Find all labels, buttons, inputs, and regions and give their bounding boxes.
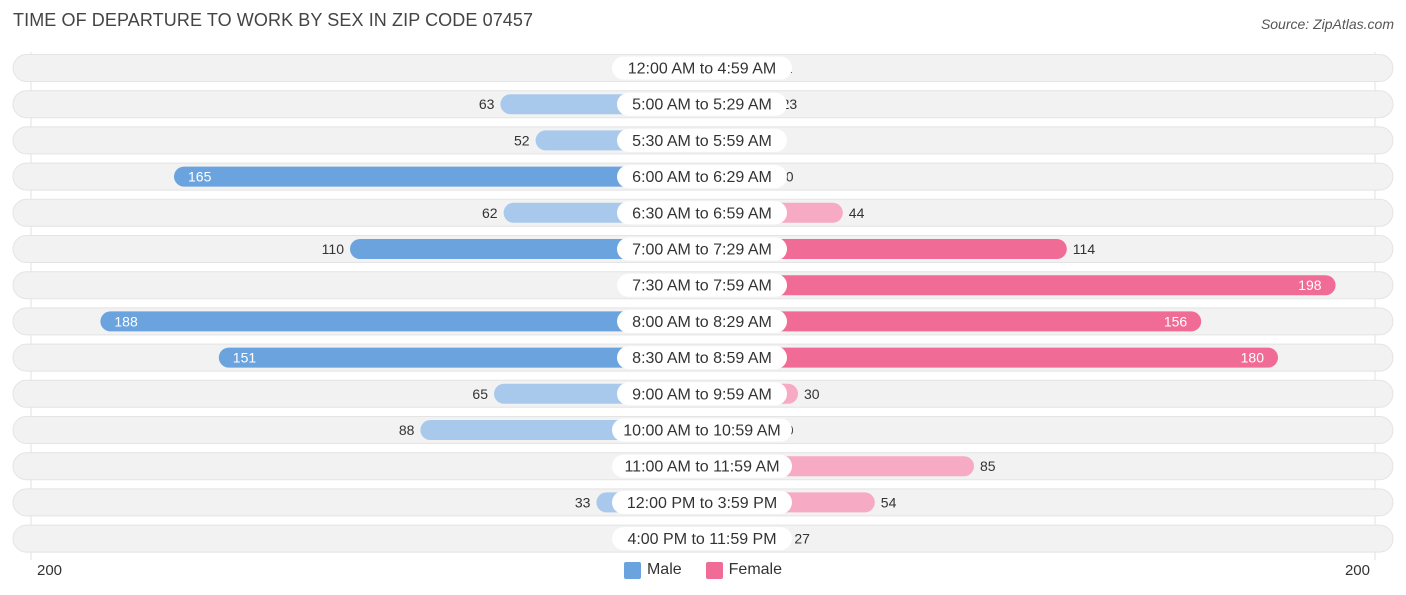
bar-female — [702, 311, 1202, 332]
category-label-bg — [612, 56, 792, 80]
category-label: 6:30 AM to 6:59 AM — [632, 205, 772, 222]
value-label-male: 63 — [479, 96, 495, 112]
legend-item-male: Male — [623, 561, 682, 579]
bar-female — [702, 347, 1278, 368]
category-label-bg — [612, 490, 792, 514]
legend: Male Female — [0, 561, 1406, 579]
legend-swatch-male — [623, 561, 641, 579]
value-label-male: 88 — [399, 422, 415, 438]
category-label-bg — [617, 382, 787, 406]
value-label-male: 62 — [482, 205, 498, 221]
category-label: 5:00 AM to 5:29 AM — [632, 97, 772, 114]
value-label-male: 188 — [114, 313, 138, 329]
category-label: 7:00 AM to 7:29 AM — [632, 242, 772, 259]
category-label-bg — [612, 418, 792, 442]
category-label: 11:00 AM to 11:59 AM — [624, 459, 779, 476]
bar-male — [100, 311, 702, 332]
category-label-bg — [617, 201, 787, 225]
category-label-bg — [617, 346, 787, 370]
value-label-male: 33 — [575, 494, 591, 510]
legend-label-male: Male — [646, 561, 682, 578]
value-label-female: 114 — [1073, 241, 1096, 257]
value-label-male: 52 — [514, 132, 530, 148]
value-label-female: 54 — [881, 494, 897, 510]
axis-left-label: 200 — [37, 562, 63, 579]
category-label-bg — [612, 454, 792, 478]
bar-male — [350, 239, 702, 259]
bar-male — [174, 166, 702, 187]
category-label: 8:30 AM to 8:59 AM — [632, 350, 772, 367]
axis-right-label: 200 — [1344, 562, 1370, 579]
category-label: 4:00 PM to 11:59 PM — [627, 531, 776, 548]
category-label: 8:00 AM to 8:29 AM — [632, 314, 772, 331]
category-label-bg — [617, 237, 787, 261]
legend-swatch-female — [705, 561, 723, 579]
value-label-female: 85 — [980, 458, 996, 474]
category-label: 6:00 AM to 6:29 AM — [632, 169, 772, 186]
value-label-female: 198 — [1298, 277, 1322, 293]
bar-female — [702, 275, 1336, 296]
value-label-female: 156 — [1164, 313, 1188, 329]
bar-male — [218, 347, 703, 368]
value-label-female: 27 — [794, 531, 810, 547]
value-label-male: 165 — [188, 169, 212, 185]
value-label-female: 180 — [1241, 350, 1265, 366]
category-label: 12:00 AM to 4:59 AM — [628, 61, 777, 78]
value-label-female: 30 — [804, 386, 820, 402]
category-label: 7:30 AM to 7:59 AM — [632, 278, 772, 295]
value-label-male: 151 — [233, 350, 257, 366]
value-label-male: 110 — [322, 241, 345, 257]
category-label: 9:00 AM to 9:59 AM — [632, 386, 772, 403]
legend-label-female: Female — [728, 561, 783, 578]
source-label: Source: ZipAtlas.com — [1260, 16, 1394, 32]
value-label-female: 44 — [849, 205, 865, 221]
legend-item-female: Female — [705, 561, 783, 579]
category-label: 10:00 AM to 10:59 AM — [623, 423, 780, 440]
category-label-bg — [617, 273, 787, 297]
category-label-bg — [612, 527, 792, 551]
category-label-bg — [617, 165, 787, 189]
category-label-bg — [617, 92, 787, 116]
category-label: 12:00 PM to 3:59 PM — [627, 495, 777, 512]
category-label-bg — [617, 128, 787, 152]
bar-female — [702, 239, 1067, 259]
chart-title: TIME OF DEPARTURE TO WORK BY SEX IN ZIP … — [13, 10, 534, 30]
value-label-male: 65 — [472, 386, 488, 402]
category-label-bg — [617, 309, 787, 333]
category-label: 5:30 AM to 5:59 AM — [632, 133, 772, 150]
